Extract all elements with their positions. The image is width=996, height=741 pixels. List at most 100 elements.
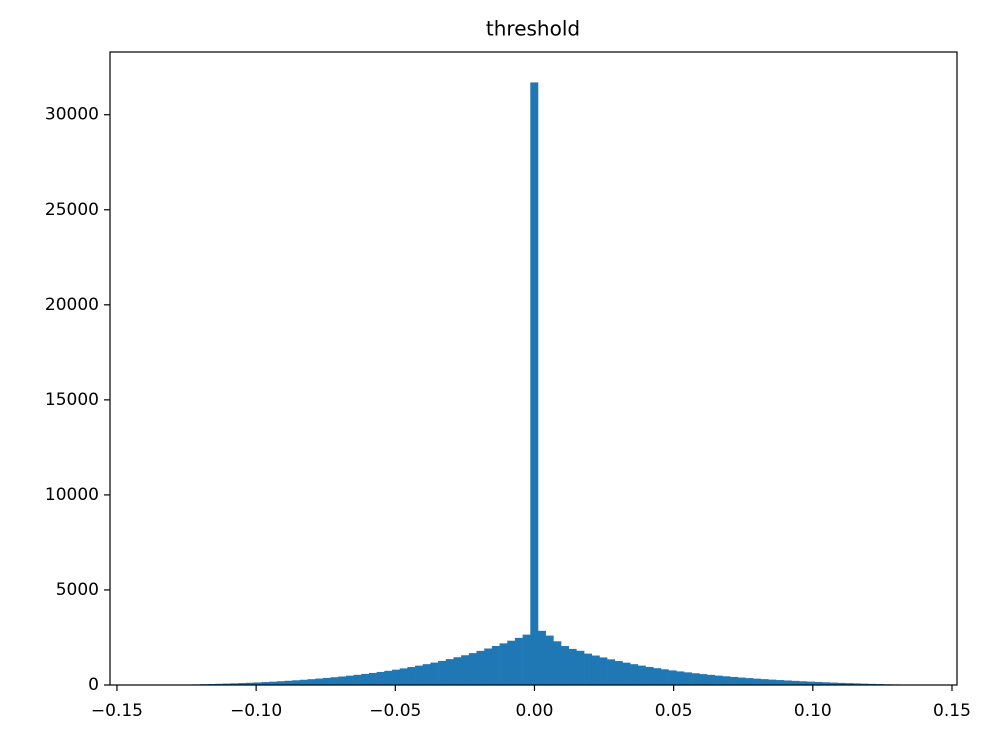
x-tick-label: 0.05 xyxy=(655,701,693,721)
bar xyxy=(845,683,854,685)
bar xyxy=(307,679,316,685)
bar xyxy=(361,673,370,685)
bar xyxy=(691,673,700,685)
bar xyxy=(714,675,723,685)
bar xyxy=(660,669,669,685)
bar xyxy=(407,667,416,685)
bar xyxy=(468,653,477,685)
bar xyxy=(330,677,339,685)
bar xyxy=(852,683,861,685)
bar xyxy=(760,679,769,685)
bar xyxy=(730,676,739,685)
bar xyxy=(630,664,639,685)
bar xyxy=(276,681,285,685)
bar xyxy=(753,678,762,685)
bar xyxy=(699,674,708,685)
bar xyxy=(791,680,800,685)
chart-title: threshold xyxy=(486,17,580,41)
bar xyxy=(860,683,869,685)
bar xyxy=(745,678,754,685)
bar xyxy=(491,645,500,685)
bar xyxy=(822,682,831,685)
y-tick-label: 10000 xyxy=(45,485,99,505)
bar xyxy=(668,670,677,685)
bar xyxy=(768,679,777,685)
bar xyxy=(814,681,823,685)
bar xyxy=(269,681,278,685)
bar xyxy=(284,680,293,685)
bar xyxy=(722,676,731,685)
bar xyxy=(829,682,838,685)
y-tick-label: 25000 xyxy=(45,200,99,220)
bar xyxy=(461,655,470,685)
bar xyxy=(537,630,546,685)
bar xyxy=(591,655,600,685)
bar xyxy=(653,668,662,685)
bar xyxy=(568,648,577,685)
bar xyxy=(776,680,785,685)
bar xyxy=(384,670,393,685)
bar xyxy=(261,682,270,685)
bar xyxy=(737,677,746,685)
y-tick-label: 0 xyxy=(88,675,99,695)
bar xyxy=(415,665,424,685)
bar xyxy=(837,682,846,685)
bar xyxy=(453,657,462,685)
bar xyxy=(637,665,646,685)
x-tick-label: 0.10 xyxy=(794,701,832,721)
bar xyxy=(368,672,377,685)
bar xyxy=(392,669,401,685)
x-tick-label: 0.00 xyxy=(516,701,554,721)
x-tick-label: −0.05 xyxy=(369,701,421,721)
bar xyxy=(545,635,554,685)
y-tick-label: 20000 xyxy=(45,295,99,315)
bar xyxy=(514,637,523,685)
bar xyxy=(561,646,570,685)
y-tick-label: 5000 xyxy=(56,580,99,600)
bar xyxy=(645,666,654,685)
bar xyxy=(345,675,354,685)
bar xyxy=(599,657,608,685)
bar xyxy=(783,680,792,685)
bar xyxy=(530,82,539,685)
bar xyxy=(584,653,593,685)
bar xyxy=(484,648,493,685)
bar xyxy=(223,683,231,685)
bar xyxy=(507,640,516,685)
bar xyxy=(430,662,439,685)
bar xyxy=(553,641,562,685)
bar xyxy=(299,679,308,685)
y-tick-label: 15000 xyxy=(45,390,99,410)
plot-frame xyxy=(109,51,958,686)
bar xyxy=(438,660,447,685)
bar xyxy=(622,662,631,685)
bar xyxy=(476,650,485,685)
x-tick-label: −0.15 xyxy=(91,701,143,721)
bar xyxy=(607,659,616,685)
x-tick-label: 0.15 xyxy=(933,701,971,721)
bar xyxy=(399,668,408,685)
bar xyxy=(315,678,324,685)
bar xyxy=(706,674,715,685)
bar xyxy=(253,682,262,685)
bar xyxy=(338,676,347,685)
bar xyxy=(322,677,331,685)
y-tick-label: 30000 xyxy=(45,105,99,125)
bar xyxy=(614,661,623,685)
bar xyxy=(376,671,385,685)
bar xyxy=(230,683,239,685)
bar xyxy=(292,680,301,685)
bar xyxy=(806,681,815,685)
x-tick-label: −0.10 xyxy=(230,701,282,721)
bar xyxy=(422,664,431,685)
bar xyxy=(238,683,247,685)
bar xyxy=(683,672,692,685)
bar xyxy=(522,634,531,685)
bar xyxy=(576,650,585,685)
bar xyxy=(499,643,508,685)
bar xyxy=(676,671,685,685)
bar xyxy=(445,659,454,685)
bar xyxy=(353,674,362,685)
